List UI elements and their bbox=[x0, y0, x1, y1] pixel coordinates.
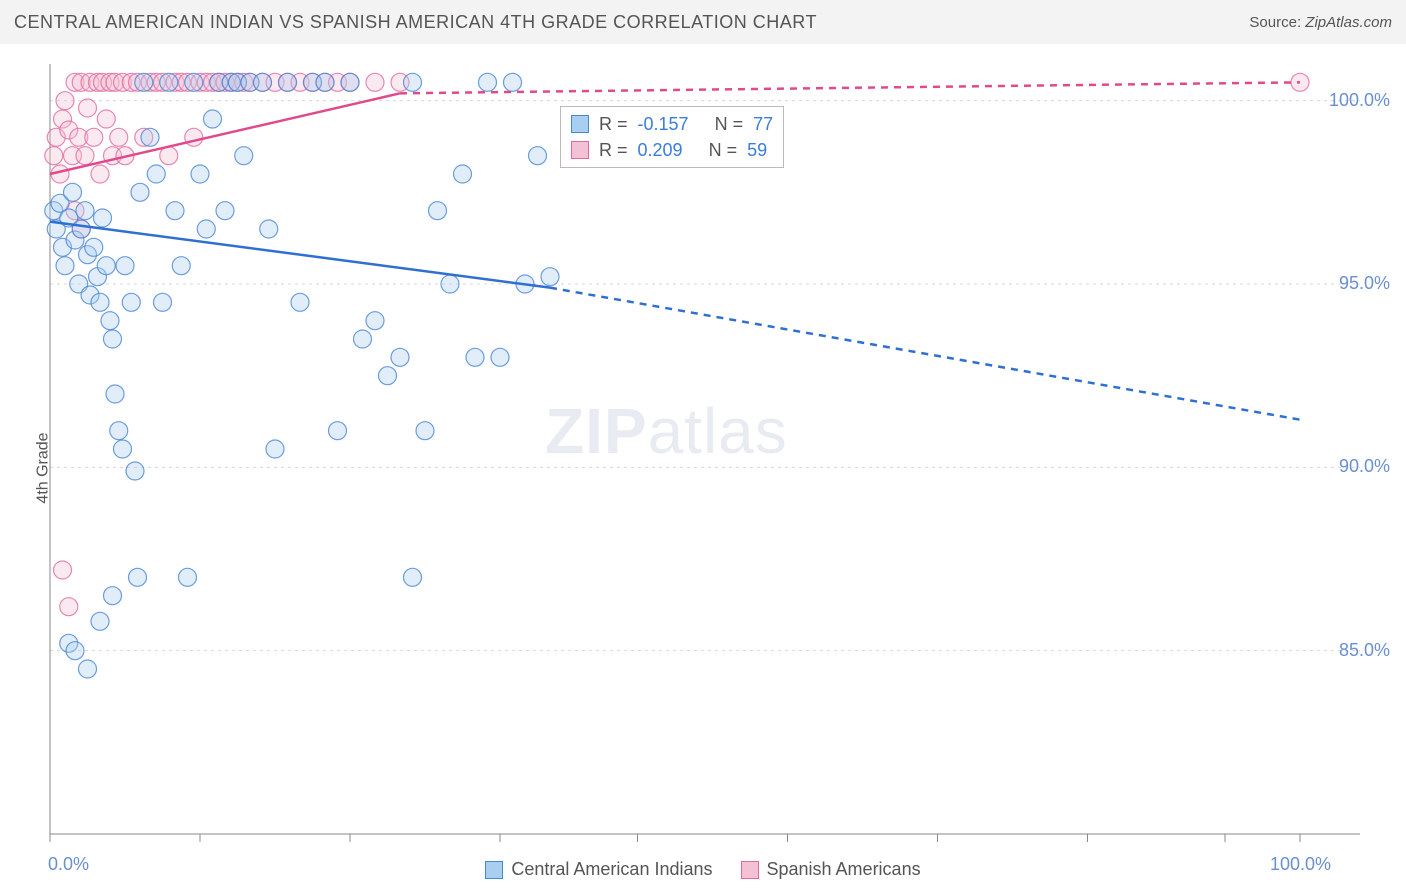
corr-n-label: N = bbox=[699, 137, 738, 163]
header-bar: CENTRAL AMERICAN INDIAN VS SPANISH AMERI… bbox=[0, 0, 1406, 44]
legend-swatch bbox=[741, 861, 759, 879]
corr-n-value: 77 bbox=[753, 111, 773, 137]
legend-item: Central American Indians bbox=[485, 859, 712, 880]
corr-r-value: -0.157 bbox=[638, 111, 689, 137]
correlation-legend-box: R =-0.157 N =77R =0.209 N =59 bbox=[560, 106, 784, 168]
plot-area: 4th Grade ZIPatlas R =-0.157 N =77R =0.2… bbox=[0, 44, 1406, 892]
corr-r-label: R = bbox=[599, 137, 628, 163]
corr-r-value: 0.209 bbox=[638, 137, 683, 163]
legend-label: Central American Indians bbox=[511, 859, 712, 880]
legend-swatch bbox=[485, 861, 503, 879]
y-tick-label: 90.0% bbox=[1320, 456, 1390, 477]
corr-row: R = -0.157 N = 77 bbox=[571, 111, 773, 137]
y-tick-label: 85.0% bbox=[1320, 640, 1390, 661]
legend-label: Spanish Americans bbox=[767, 859, 921, 880]
corr-r-label: R = bbox=[599, 111, 628, 137]
series-swatch bbox=[571, 141, 589, 159]
source-credit: Source: ZipAtlas.com bbox=[1249, 14, 1392, 31]
scatter-chart bbox=[0, 44, 1406, 892]
source-name: ZipAtlas.com bbox=[1305, 14, 1392, 31]
series-swatch bbox=[571, 115, 589, 133]
source-prefix: Source: bbox=[1249, 14, 1305, 31]
chart-container: CENTRAL AMERICAN INDIAN VS SPANISH AMERI… bbox=[0, 0, 1406, 892]
legend-item: Spanish Americans bbox=[741, 859, 921, 880]
corr-n-label: N = bbox=[705, 111, 744, 137]
y-tick-label: 95.0% bbox=[1320, 273, 1390, 294]
chart-title: CENTRAL AMERICAN INDIAN VS SPANISH AMERI… bbox=[14, 12, 817, 33]
y-tick-label: 100.0% bbox=[1320, 90, 1390, 111]
series-legend: Central American Indians Spanish American… bbox=[0, 859, 1406, 880]
corr-row: R = 0.209 N = 59 bbox=[571, 137, 773, 163]
corr-n-value: 59 bbox=[747, 137, 767, 163]
